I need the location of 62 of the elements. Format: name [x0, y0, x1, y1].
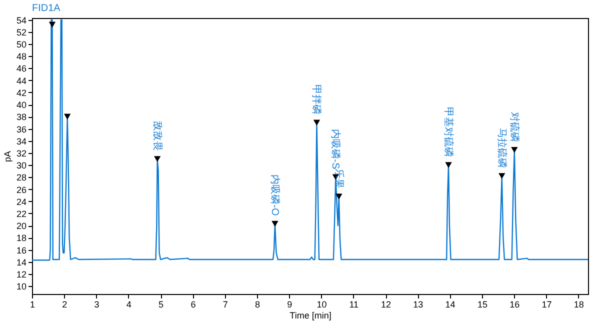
y-tick-label: 26: [16, 184, 26, 195]
x-tick-label: 18: [574, 300, 584, 310]
y-tick-label: 46: [16, 64, 26, 74]
point: [272, 220, 278, 227]
x-tick-label: 5: [158, 300, 164, 310]
x-tick-label: 1: [30, 300, 36, 310]
point: [336, 194, 342, 200]
x-tick-label: 12: [381, 300, 392, 310]
annotation: 甲拌磷: [310, 84, 323, 115]
x-tick-label: 11: [349, 300, 359, 310]
point: [48, 22, 56, 28]
annotation: 内吸磷-S: [330, 129, 342, 170]
x-tick-label: 6: [190, 300, 196, 310]
point: [511, 147, 518, 153]
x-axis-title: Time [min]: [290, 310, 332, 320]
annotation: 甲基对硫磷: [442, 107, 455, 158]
x-tick-label: 17: [542, 300, 552, 310]
y-tick-label: 50: [16, 40, 26, 50]
y-tick-label: 52: [16, 27, 26, 38]
line-series: [32, 19, 588, 261]
x-tick-label: 14: [445, 300, 456, 310]
x-tick-label: 2: [62, 300, 68, 310]
x-tick-label: 15: [477, 300, 488, 310]
x-tick-label: 9: [287, 300, 292, 310]
x-tick-label: 3: [94, 300, 100, 310]
chart-title: FID1A: [32, 2, 61, 14]
y-axis-title: pA: [2, 150, 12, 162]
annotation: 内吸磷-O: [268, 174, 281, 216]
y-tick-label: 18: [16, 233, 26, 244]
y-tick-label: 44: [16, 76, 26, 86]
annotation: 马拉硫磷: [496, 128, 508, 168]
point: [445, 162, 452, 168]
point: [498, 173, 506, 179]
y-tick-label: 38: [16, 112, 26, 122]
y-tick-label: 36: [16, 124, 26, 134]
y-tick-label: 10: [16, 282, 26, 292]
annotation: 敌敌畏: [151, 121, 162, 152]
y-tick-label: 42: [16, 88, 26, 98]
y-tick-label: 16: [16, 245, 26, 256]
point: [64, 114, 71, 120]
x-tick-label: 13: [413, 300, 424, 310]
x-tick-label: 16: [510, 300, 520, 310]
y-tick-label: 24: [16, 196, 26, 207]
y-tick-label: 32: [16, 148, 26, 158]
y-tick-label: 14: [16, 257, 26, 268]
y-tick-label: 48: [16, 52, 26, 62]
point: [154, 156, 161, 162]
y-tick-label: 40: [16, 100, 26, 110]
x-tick-label: 4: [126, 300, 132, 310]
x-tick-label: 10: [316, 300, 327, 310]
x-tick-label: 7: [222, 300, 228, 310]
y-tick-label: 22: [16, 209, 26, 219]
annotation: 乐果: [332, 168, 345, 189]
y-tick-label: 30: [16, 160, 26, 171]
annotation: 对硫磷: [508, 112, 520, 142]
y-tick-label: 20: [16, 221, 26, 232]
x-tick-label: 8: [254, 300, 260, 310]
y-tick-label: 28: [16, 172, 26, 183]
point: [313, 120, 320, 126]
y-tick-label: 12: [16, 270, 26, 280]
y-tick-label: 54: [16, 15, 26, 26]
y-tick-label: 34: [16, 136, 26, 146]
